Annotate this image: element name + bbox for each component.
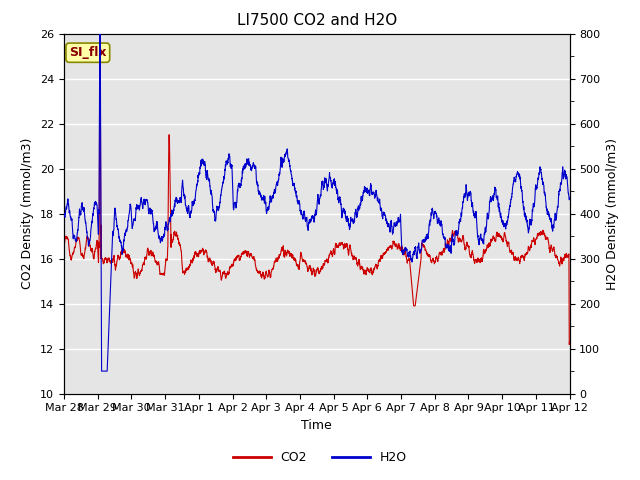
Y-axis label: H2O Density (mmol/m3): H2O Density (mmol/m3) [606, 138, 619, 289]
Legend: CO2, H2O: CO2, H2O [228, 446, 412, 469]
Y-axis label: CO2 Density (mmol/m3): CO2 Density (mmol/m3) [22, 138, 35, 289]
Title: LI7500 CO2 and H2O: LI7500 CO2 and H2O [237, 13, 397, 28]
Text: SI_flx: SI_flx [69, 46, 106, 59]
X-axis label: Time: Time [301, 419, 332, 432]
